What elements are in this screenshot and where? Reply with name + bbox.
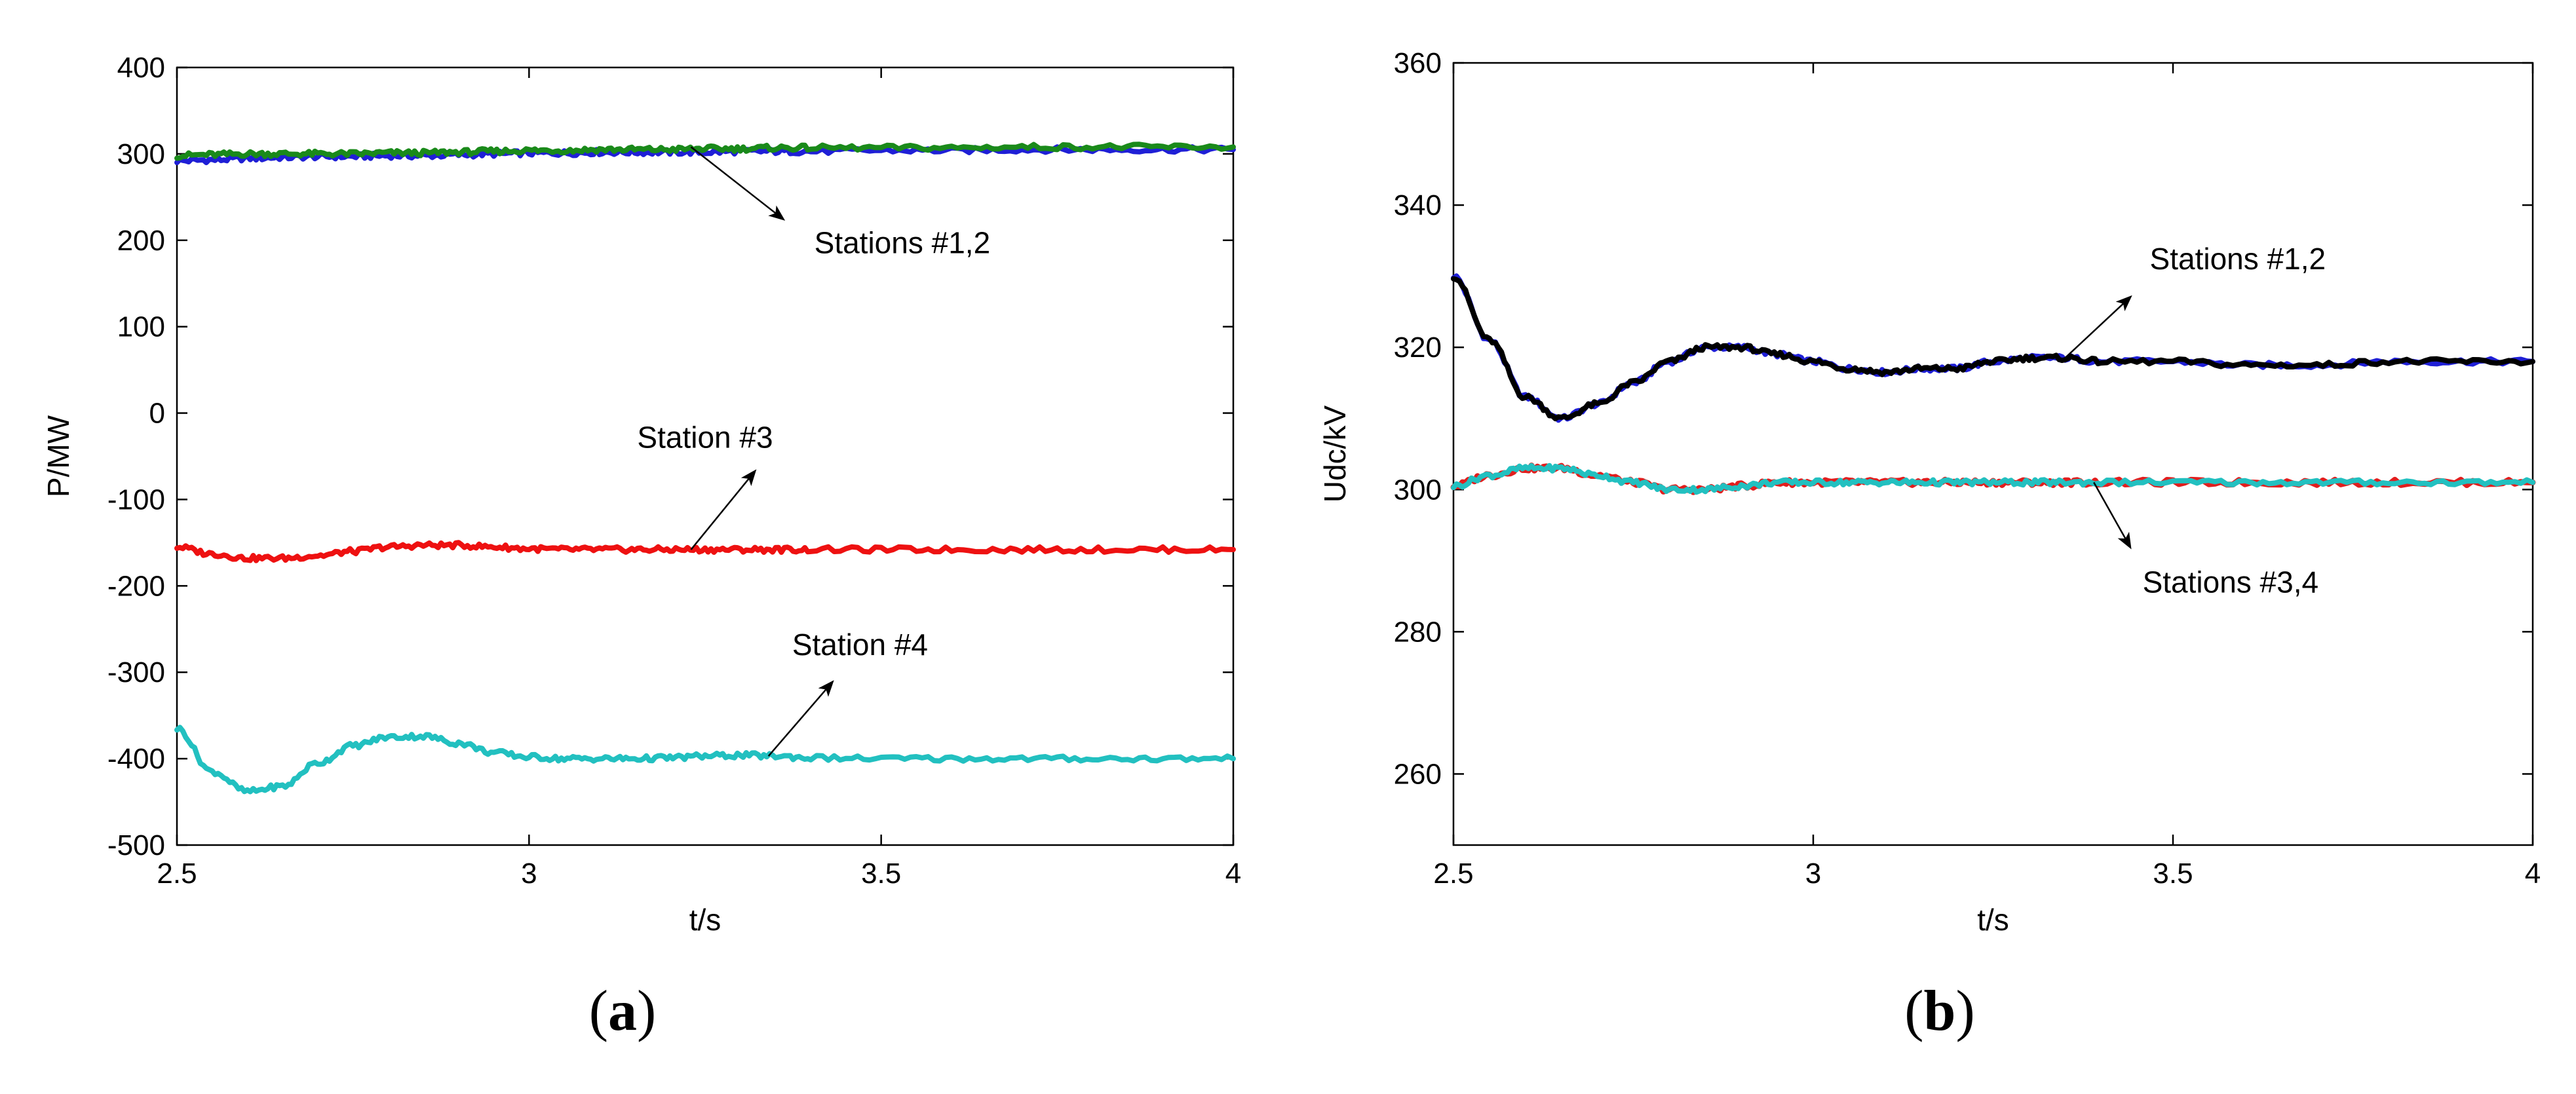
annotation-label: Station #4: [792, 628, 928, 662]
x-tick-label: 3: [521, 858, 537, 890]
x-tick-label: 3: [1805, 858, 1821, 890]
x-tick-label: 3.5: [861, 858, 901, 890]
y-tick-label: 200: [117, 225, 165, 257]
annotation-arrow: [2064, 295, 2132, 359]
y-tick-label: 0: [149, 398, 165, 430]
y-tick-label: -200: [107, 570, 165, 602]
y-tick-label: -100: [107, 483, 165, 516]
series-line-2: [174, 141, 1236, 161]
annotation-label: Stations #3,4: [2143, 565, 2319, 599]
y-tick-label: 360: [1394, 47, 1442, 79]
x-tick-label: 3.5: [2153, 858, 2193, 890]
x-axis-label: t/s: [689, 903, 721, 937]
series-line-3: [174, 540, 1236, 563]
y-tick-label: 280: [1394, 616, 1442, 648]
y-axis-label: Udc/kV: [1318, 406, 1352, 503]
panel-b-chart: 2.5 3 3.5 4 360 340 320 300 280 260 t/s Udc/kV Stati…: [1318, 47, 2541, 937]
series-line-4: [174, 725, 1236, 795]
y-tick-label: 400: [117, 52, 165, 84]
x-tick-label: 4: [2525, 858, 2541, 890]
y-tick-label: -500: [107, 829, 165, 861]
y-tick-label: 320: [1394, 331, 1442, 364]
plot-frame: [176, 66, 1235, 846]
y-tick-label: 100: [117, 311, 165, 343]
annotation-arrow: [767, 680, 834, 757]
y-tick-label: 340: [1394, 189, 1442, 221]
x-tick-label: 2.5: [157, 858, 197, 890]
y-tick-label: -300: [107, 656, 165, 688]
x-tick-label: 2.5: [1433, 858, 1473, 890]
series-line-4: [1451, 462, 2535, 495]
panel-a-label: (a): [589, 979, 657, 1043]
annotation-label: Stations #1,2: [815, 226, 991, 260]
annotation-label: Stations #1,2: [2150, 242, 2326, 276]
series-line-2: [1451, 276, 2535, 422]
panel-a-chart: 2.5 3 3.5 4 400 300 200 100 0 -100 -200 -300 -400 -50…: [41, 52, 1241, 937]
x-tick-label: 4: [1225, 858, 1241, 890]
annotation-arrow: [2093, 481, 2132, 550]
annotation-arrow: [690, 469, 757, 550]
y-axis-label: P/MW: [41, 415, 75, 497]
y-tick-label: 300: [117, 138, 165, 170]
panel-b-label: (b): [1904, 979, 1975, 1043]
annotation-arrow: [690, 146, 786, 221]
y-tick-label: 300: [1394, 474, 1442, 506]
x-axis-label: t/s: [1977, 903, 2009, 937]
y-tick-label: -400: [107, 743, 165, 775]
plot-frame: [1452, 62, 2534, 846]
y-tick-label: 260: [1394, 758, 1442, 790]
annotation-label: Station #3: [637, 420, 773, 454]
